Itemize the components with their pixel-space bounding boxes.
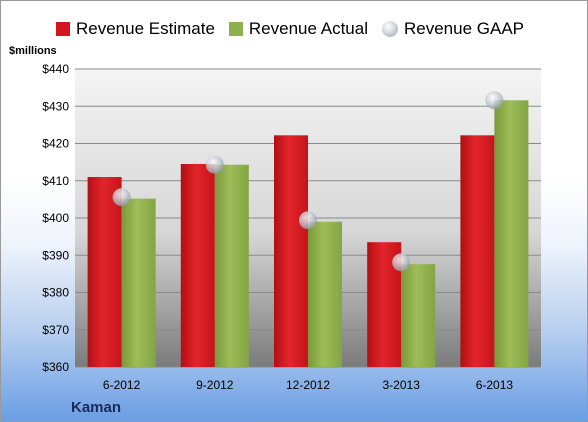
y-axis-unit-label: $millions (9, 45, 57, 57)
gaap-markers (112, 91, 504, 272)
x-tick-label: 3-2013 (383, 378, 421, 392)
y-tick-label: $360 (42, 360, 69, 374)
x-tick-label: 9-2012 (196, 378, 234, 392)
legend: Revenue Estimate Revenue Actual Revenue … (56, 17, 538, 41)
legend-item-actual: Revenue Actual (228, 19, 368, 39)
marker-gaap (299, 211, 317, 230)
x-tick-label: 6-2013 (476, 378, 514, 392)
legend-item-estimate: Revenue Estimate (56, 19, 215, 39)
y-tick-label: $400 (42, 211, 69, 225)
company-name: Kaman (71, 399, 122, 416)
y-tick-label: $420 (42, 137, 69, 151)
bar-estimate (87, 177, 122, 367)
bar-actual (308, 221, 342, 367)
legend-swatch-gaap (382, 21, 398, 37)
y-tick-label: $410 (42, 174, 69, 188)
x-axis-tick-labels: 6-2012 9-2012 12-2012 3-2013 6-2013 (103, 378, 513, 392)
bars (87, 100, 529, 367)
y-tick-label: $440 (42, 62, 69, 76)
bar-actual (494, 100, 529, 367)
x-tick-label: 12-2012 (286, 378, 330, 392)
marker-gaap (392, 253, 411, 272)
y-tick-label: $430 (42, 99, 69, 113)
legend-swatch-actual (228, 22, 243, 36)
y-axis-tick-labels: $360 $370 $380 $390 $400 $410 $420 $430 $440 (42, 62, 69, 374)
legend-item-gaap: Revenue GAAP (382, 19, 524, 39)
y-tick-label: $370 (42, 323, 69, 337)
y-tick-label: $380 (42, 286, 69, 300)
legend-label-gaap: Revenue GAAP (404, 19, 525, 38)
marker-gaap (205, 155, 224, 174)
bar-actual (401, 264, 436, 367)
marker-gaap (112, 188, 131, 207)
bar-estimate (274, 135, 308, 367)
y-tick-label: $390 (42, 248, 69, 262)
legend-swatch-estimate (56, 22, 70, 36)
bar-estimate (180, 163, 215, 367)
bar-actual (121, 198, 156, 367)
x-tick-label: 6-2012 (103, 378, 141, 392)
legend-label-actual: Revenue Actual (248, 19, 368, 38)
bar-actual (214, 164, 249, 367)
bar-estimate (460, 135, 495, 367)
marker-gaap (485, 91, 504, 110)
legend-label-estimate: Revenue Estimate (76, 19, 215, 38)
